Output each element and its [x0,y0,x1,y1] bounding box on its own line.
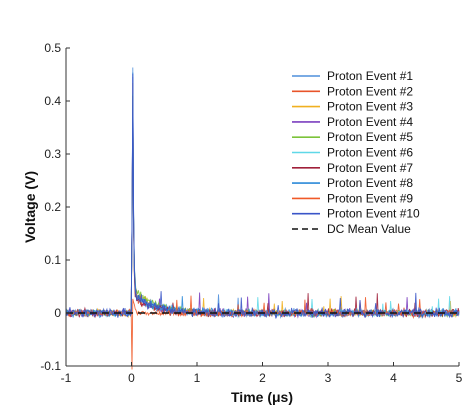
y-axis-title: Voltage (V) [22,171,38,243]
y-tick-label: 0.1 [44,253,61,267]
series-layer [65,67,460,370]
legend-label-proton-event-6: Proton Event #6 [327,146,413,160]
y-tick-label: -0.1 [40,359,61,373]
legend-label-proton-event-7: Proton Event #7 [327,161,413,175]
x-tick-label: 3 [325,371,332,385]
legend-label-dc-mean-value: DC Mean Value [327,222,411,236]
y-tick-label: 0.2 [44,200,61,214]
y-tick-label: 0 [54,306,61,320]
legend-label-proton-event-4: Proton Event #4 [327,115,413,129]
x-tick-label: -1 [61,371,72,385]
tick-layer: -1 0 1 2 3 4 5 -0.1 0 0.1 0.2 0.3 0.4 0.5 [40,41,462,385]
legend-label-proton-event-10: Proton Event #10 [327,207,420,221]
legend-label-proton-event-5: Proton Event #5 [327,130,413,144]
x-tick-label: 5 [456,371,463,385]
legend-label-proton-event-1: Proton Event #1 [327,69,413,83]
legend-label-proton-event-8: Proton Event #8 [327,176,413,190]
y-tick-label: 0.4 [44,94,61,108]
x-tick-label: 2 [259,371,266,385]
x-tick-label: 0 [128,371,135,385]
legend-label-proton-event-3: Proton Event #3 [327,100,413,114]
y-tick-label: 0.5 [44,41,61,55]
x-tick-label: 4 [390,371,397,385]
legend-label-proton-event-2: Proton Event #2 [327,84,413,98]
y-tick-label: 0.3 [44,147,61,161]
plot-area: -1 0 1 2 3 4 5 -0.1 0 0.1 0.2 0.3 0.4 0.5 [40,41,462,385]
x-axis-title: Time (μs) [231,389,293,405]
x-tick-label: 1 [194,371,201,385]
legend-label-proton-event-9: Proton Event #9 [327,191,413,205]
